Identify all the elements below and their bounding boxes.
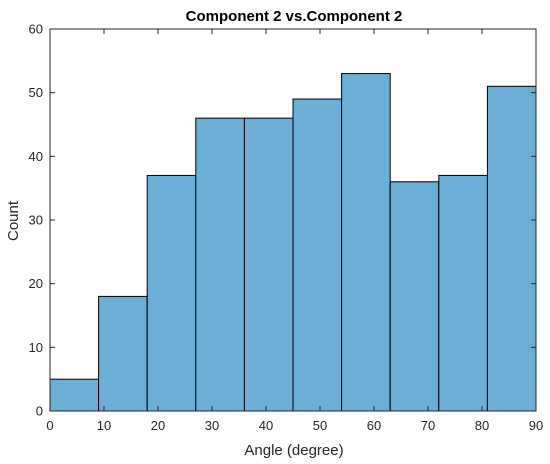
y-axis-ticks: 0 10 20 30 40 50 60 — [29, 22, 536, 419]
histogram-bar — [195, 117, 245, 412]
bars-group — [49, 73, 537, 412]
histogram-bar — [292, 98, 343, 412]
x-tick-label: 80 — [475, 418, 489, 433]
x-tick-label: 0 — [46, 418, 53, 433]
histogram-bar — [98, 295, 148, 412]
histogram-bar — [243, 117, 294, 412]
histogram-bar — [389, 181, 440, 412]
histogram-bar — [146, 174, 197, 412]
y-tick-label: 20 — [29, 276, 43, 291]
x-tick-label: 60 — [367, 418, 381, 433]
y-tick-label: 30 — [29, 213, 43, 228]
x-tick-label: 30 — [205, 418, 219, 433]
x-tick-label: 40 — [259, 418, 273, 433]
chart-title: Component 2 vs.Component 2 — [186, 8, 403, 25]
y-tick-label: 40 — [29, 149, 43, 164]
histogram-bar — [341, 73, 391, 412]
histogram-bar — [486, 85, 537, 412]
histogram-bar — [49, 378, 100, 412]
x-tick-label: 10 — [97, 418, 111, 433]
y-axis-label: Count — [5, 200, 22, 241]
y-tick-label: 50 — [29, 85, 43, 100]
x-tick-label: 70 — [421, 418, 435, 433]
histogram-bar — [438, 174, 488, 412]
x-tick-label: 90 — [529, 418, 543, 433]
x-axis-ticks: 0 10 20 30 40 50 60 70 80 90 — [46, 29, 543, 433]
x-tick-label: 20 — [151, 418, 165, 433]
y-tick-label: 0 — [36, 404, 43, 419]
y-tick-label: 10 — [29, 340, 43, 355]
x-tick-label: 50 — [313, 418, 327, 433]
x-axis-label: Angle (degree) — [244, 442, 343, 459]
y-tick-label: 60 — [29, 22, 43, 37]
